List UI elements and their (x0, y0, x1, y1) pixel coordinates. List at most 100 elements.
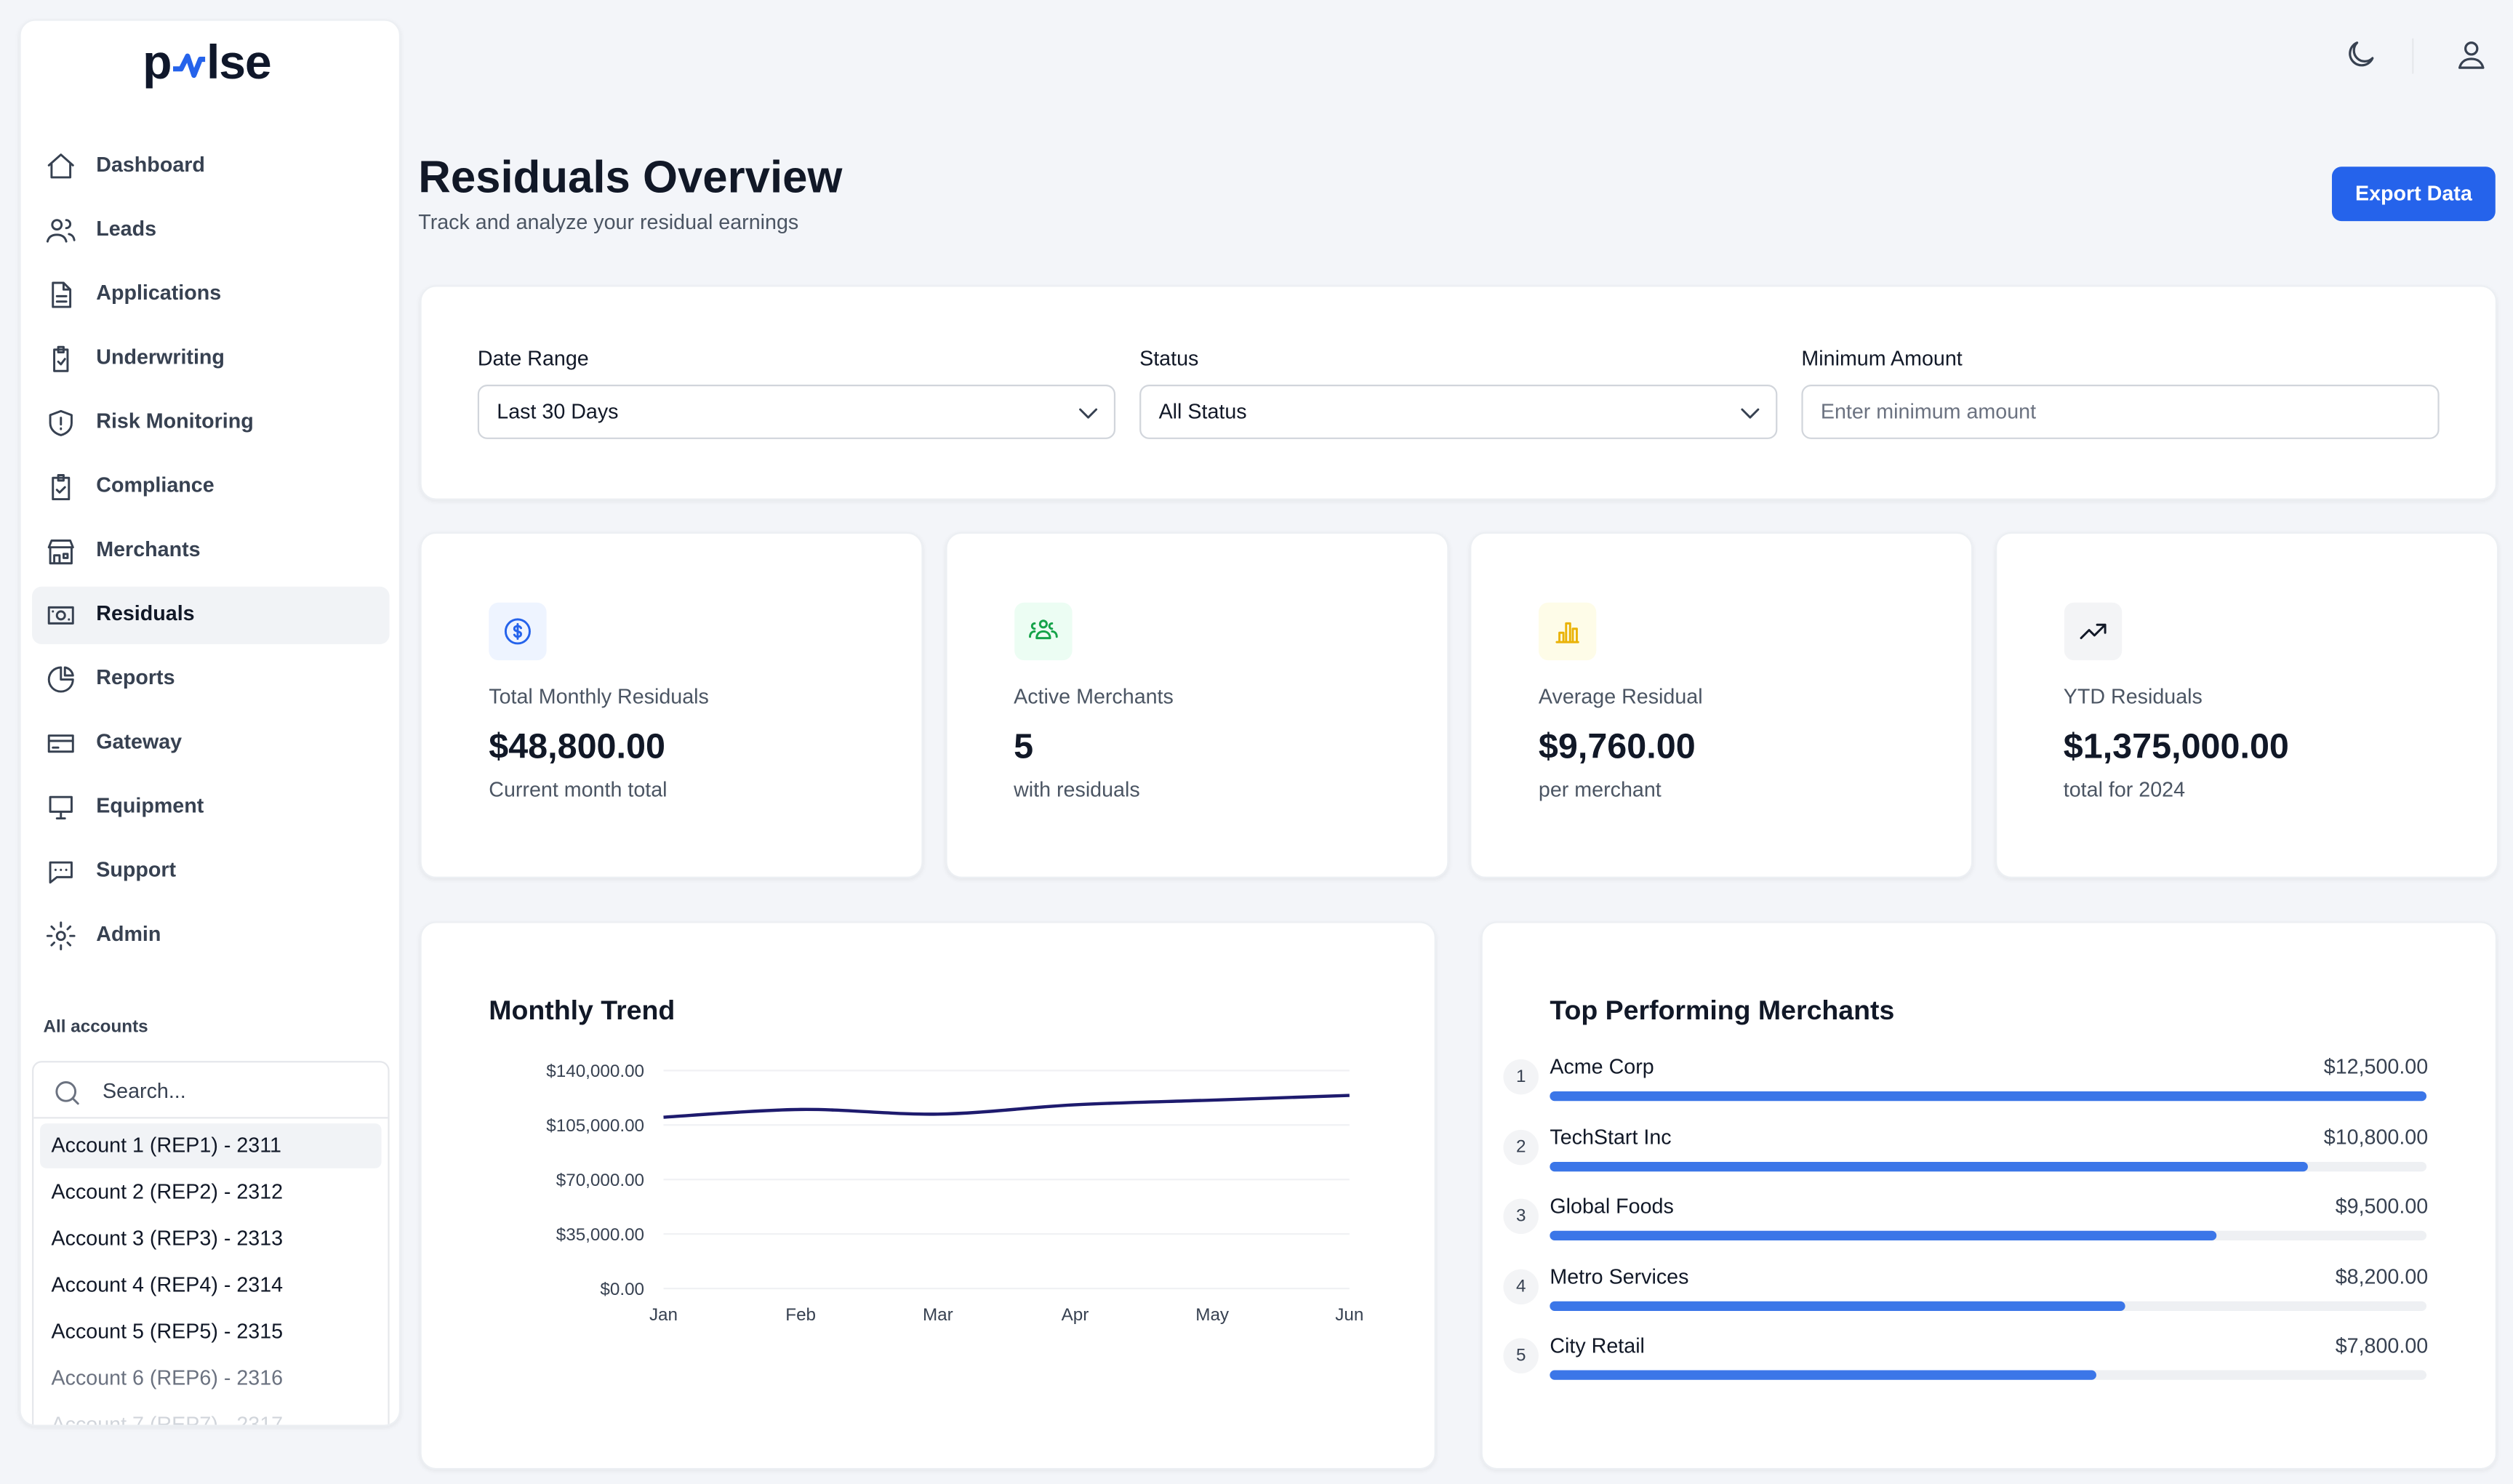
stat-value: $48,800.00 (489, 726, 665, 766)
bar-track (1550, 1230, 2427, 1240)
chevron (1741, 408, 1760, 419)
nav-icon (52, 474, 71, 501)
nav-icon (47, 666, 74, 693)
account-item[interactable]: Account 5 (REP5) - 2315 (51, 1318, 284, 1344)
x-tick-label: May (1195, 1305, 1230, 1325)
bar (1550, 1160, 2308, 1171)
bar (1550, 1091, 2427, 1102)
nav-icon-shape (47, 606, 74, 625)
account-item[interactable]: Account 2 (REP2) - 2312 (51, 1179, 284, 1204)
stat-value: $1,375,000.00 (2063, 726, 2289, 766)
logo-text: p (143, 36, 172, 90)
stat-icon-bg (489, 602, 547, 661)
stat-label: Active Merchants (1014, 684, 1174, 709)
filter-input[interactable]: All Status (1139, 384, 1778, 439)
chart-card: Monthly Trend $0.00 $35,000.00 $70,000.00 $1… (420, 921, 1436, 1470)
nav-item[interactable]: Applications (96, 280, 222, 305)
chevron-shape (1079, 408, 1098, 419)
rank-badge: 4 (1503, 1268, 1539, 1304)
page: html,body{margin:0;padding:0;width:3456p… (19, 19, 2498, 1470)
nav-icon (47, 540, 74, 565)
bar (1550, 1230, 2216, 1240)
nav-icon-shape (46, 219, 76, 243)
filter-input[interactable]: Enter minimum amount (1801, 384, 2440, 439)
rank-badge: 5 (1503, 1338, 1539, 1373)
stat-icon-shape (1027, 619, 1057, 640)
bar (1550, 1300, 2125, 1310)
separator (2412, 38, 2414, 74)
nav-item[interactable]: Equipment (96, 793, 204, 818)
filter-input[interactable]: Last 30 Days (477, 384, 1116, 439)
dark-mode-toggle[interactable] (2343, 37, 2378, 72)
filter-placeholder: Enter minimum amount (1820, 398, 2037, 423)
bar-track (1550, 1300, 2427, 1310)
merchant-value: $7,800.00 (2335, 1333, 2429, 1357)
logo-wave (172, 53, 205, 79)
stat-card: YTD Residuals $1,375,000.00 total for 2024 (1995, 532, 2498, 878)
trend-line (663, 1094, 1350, 1119)
logo-text: lse (206, 36, 272, 90)
merchant-value: $10,800.00 (2323, 1124, 2429, 1149)
account-item[interactable]: Account 6 (REP6) - 2316 (51, 1365, 284, 1389)
nav-item[interactable]: Residuals (96, 601, 195, 625)
bar-track (1550, 1370, 2427, 1380)
nav-item[interactable]: Merchants (96, 537, 201, 561)
nav-item[interactable]: Reports (96, 665, 175, 689)
sidebar: p lse Dashboard Leads Applications Underwrit… (19, 19, 401, 1427)
nav-item[interactable]: Gateway (96, 729, 183, 753)
y-tick-label: $35,000.00 (556, 1225, 644, 1245)
nav-item[interactable]: Underwriting (96, 344, 225, 369)
stat-card: Active Merchants 5 with residuals (945, 532, 1448, 878)
nav-item[interactable]: Leads (96, 216, 157, 241)
nav-icon (47, 606, 74, 625)
stat-icon-shape (504, 618, 531, 645)
nav-icon (49, 409, 73, 436)
nav-item[interactable]: Dashboard (96, 152, 205, 177)
x-tick-label: Mar (923, 1305, 953, 1325)
y-tick-label: $0.00 (600, 1280, 644, 1299)
rank-badge: 1 (1503, 1059, 1539, 1095)
page-title: Residuals Overview (418, 152, 843, 202)
nav-icon-shape (52, 474, 71, 501)
account-item[interactable]: Account 4 (REP4) - 2314 (51, 1272, 284, 1297)
stat-value: $9,760.00 (1538, 726, 1696, 766)
nav-icon (49, 795, 73, 820)
app: p lse Dashboard Leads Applications Underwrit… (19, 19, 2498, 1470)
nav-icon-shape (46, 921, 76, 951)
filters-card: Date Range Last 30 Days Status All Status Mi… (420, 285, 2497, 500)
nav-item[interactable]: Admin (96, 921, 161, 946)
stat-icon-bg (1014, 602, 1072, 661)
body: {"logo":{"left":"p","right":"lse"}, "sid… (19, 19, 2498, 1470)
bar (1550, 1370, 2097, 1380)
logo: p lse (143, 36, 272, 92)
nav-item[interactable]: Support (96, 857, 177, 882)
stat-icon (1027, 619, 1057, 640)
stat-icon (1555, 622, 1579, 643)
x-tick-label: Feb (785, 1305, 816, 1325)
rank-badge: 3 (1503, 1198, 1539, 1235)
nav-item[interactable]: Risk Monitoring (96, 409, 254, 433)
search-input[interactable]: Search... (103, 1078, 186, 1103)
nav-icon-shape (49, 795, 73, 820)
account-item[interactable]: Account 3 (REP3) - 2313 (51, 1226, 284, 1251)
nav-item[interactable]: Compliance (96, 473, 215, 497)
account-item[interactable]: Account 7 (REP7) - 2317 (51, 1411, 284, 1427)
account-item[interactable]: Account 1 (REP1) - 2311 (51, 1133, 281, 1158)
stat-icon-shape (2079, 623, 2106, 640)
stat-card: Total Monthly Residuals $48,800.00 Current… (420, 532, 923, 878)
merchant-value: $12,500.00 (2323, 1054, 2429, 1079)
stat-note: Current month total (489, 777, 668, 802)
line-chart: $0.00 $35,000.00 $70,000.00 $105,000.00 $140… (546, 1062, 1363, 1325)
search-icon-shape (55, 1081, 79, 1105)
export-button[interactable]: Export Data (2331, 167, 2496, 222)
page-subtitle: Track and analyze your residual earnings (418, 209, 799, 234)
nav-icon-shape (47, 734, 74, 753)
stat-card: Average Residual $9,760.00 per merchant (1470, 532, 1973, 878)
merchants-title: Top Performing Merchants (1550, 995, 1895, 1026)
nav-icon-shape (49, 409, 73, 436)
stat-icon (504, 618, 531, 645)
bar-track (1550, 1160, 2427, 1171)
stat-value: 5 (1014, 726, 1034, 766)
stat-note: total for 2024 (2063, 777, 2186, 802)
user-menu[interactable] (2453, 37, 2488, 72)
